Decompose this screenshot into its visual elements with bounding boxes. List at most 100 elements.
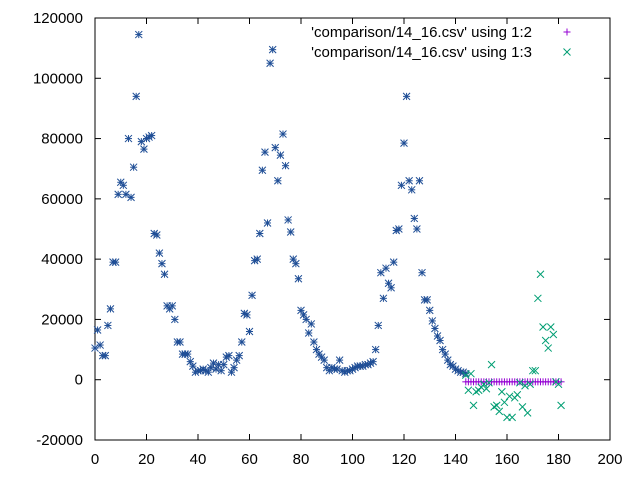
data-point bbox=[258, 166, 267, 175]
data-point bbox=[487, 360, 496, 369]
data-point bbox=[546, 323, 555, 331]
y-tick-label: 100000 bbox=[33, 70, 83, 87]
data-point bbox=[379, 294, 388, 303]
y-tick-label: 20000 bbox=[41, 311, 83, 328]
data-point bbox=[158, 259, 166, 268]
data-point bbox=[209, 359, 218, 367]
x-tick-label: 100 bbox=[340, 451, 365, 468]
data-point bbox=[428, 317, 437, 325]
data-point bbox=[255, 229, 264, 238]
data-point bbox=[461, 371, 470, 380]
legend-marker bbox=[563, 48, 571, 56]
data-point bbox=[129, 163, 138, 172]
data-point bbox=[497, 387, 506, 396]
data-point bbox=[410, 214, 419, 223]
legend-label: 'comparison/14_16.csv' using 1:3 bbox=[311, 44, 532, 61]
data-point bbox=[335, 356, 344, 364]
data-point bbox=[253, 255, 262, 263]
data-point bbox=[168, 302, 177, 310]
x-tick-label: 180 bbox=[546, 451, 571, 468]
data-point bbox=[518, 402, 527, 411]
data-point bbox=[394, 225, 403, 233]
data-point bbox=[320, 356, 329, 364]
data-point bbox=[119, 181, 128, 190]
y-tick-label: 40000 bbox=[41, 251, 83, 268]
data-point bbox=[425, 306, 434, 315]
x-tick-label: 120 bbox=[391, 451, 416, 468]
data-point bbox=[526, 380, 535, 389]
series-layer bbox=[91, 30, 565, 422]
data-point bbox=[346, 366, 354, 375]
x-tick-label: 0 bbox=[91, 451, 99, 468]
data-point bbox=[534, 294, 542, 303]
data-point bbox=[245, 327, 254, 336]
data-point bbox=[286, 228, 295, 236]
x-tick-label: 40 bbox=[190, 451, 207, 468]
legend: 'comparison/14_16.csv' using 1:2 'compari… bbox=[311, 24, 571, 61]
data-point bbox=[217, 366, 226, 375]
x-tick-label: 60 bbox=[241, 451, 258, 468]
data-point bbox=[482, 384, 491, 393]
data-point bbox=[106, 305, 115, 313]
data-point bbox=[310, 338, 318, 346]
y-tick-label: 60000 bbox=[41, 191, 83, 208]
data-point bbox=[279, 130, 287, 138]
data-point bbox=[418, 268, 426, 277]
data-point bbox=[248, 291, 256, 300]
data-point bbox=[467, 369, 475, 378]
data-point bbox=[554, 380, 563, 389]
data-point bbox=[523, 409, 532, 417]
x-axis: 0 20 40 60 80 100 120 140 160 180 200 bbox=[91, 18, 623, 468]
data-point bbox=[516, 378, 524, 387]
data-point bbox=[104, 321, 112, 330]
data-point bbox=[369, 357, 377, 366]
data-point bbox=[147, 131, 156, 140]
data-point bbox=[281, 161, 290, 170]
plot-frame bbox=[94, 17, 611, 441]
data-point bbox=[536, 270, 545, 279]
data-point bbox=[371, 345, 380, 354]
series-3 bbox=[91, 30, 470, 378]
y-tick-label: -20000 bbox=[36, 432, 83, 449]
data-point bbox=[415, 176, 424, 185]
data-point bbox=[495, 407, 504, 416]
x-tick-label: 140 bbox=[443, 451, 468, 468]
data-point bbox=[284, 216, 292, 224]
data-point bbox=[152, 231, 161, 239]
data-point bbox=[397, 181, 406, 190]
data-point bbox=[273, 176, 282, 185]
x-tick-label: 80 bbox=[293, 451, 310, 468]
data-point bbox=[436, 336, 444, 345]
data-point bbox=[268, 45, 277, 54]
data-point bbox=[454, 366, 462, 375]
data-point bbox=[539, 323, 547, 331]
data-point bbox=[243, 311, 251, 319]
data-point bbox=[114, 190, 123, 199]
series-2 bbox=[461, 270, 565, 422]
data-point bbox=[237, 338, 246, 346]
data-point bbox=[528, 366, 537, 375]
data-point bbox=[479, 380, 488, 389]
data-point bbox=[271, 143, 280, 152]
data-point bbox=[132, 92, 141, 101]
data-point bbox=[134, 30, 143, 39]
data-point bbox=[183, 350, 192, 358]
plot-border bbox=[94, 17, 611, 441]
data-point bbox=[413, 225, 421, 233]
data-point bbox=[225, 351, 233, 360]
data-point bbox=[508, 413, 517, 422]
data-point bbox=[402, 92, 411, 101]
data-point bbox=[127, 193, 135, 202]
data-point bbox=[505, 392, 514, 401]
data-point bbox=[261, 148, 269, 156]
data-point bbox=[531, 366, 540, 375]
data-point bbox=[521, 381, 529, 390]
data-point bbox=[155, 249, 164, 257]
data-point bbox=[423, 295, 432, 304]
data-point bbox=[544, 344, 553, 352]
data-point bbox=[294, 274, 303, 283]
data-point bbox=[176, 338, 184, 346]
data-point bbox=[405, 176, 414, 185]
